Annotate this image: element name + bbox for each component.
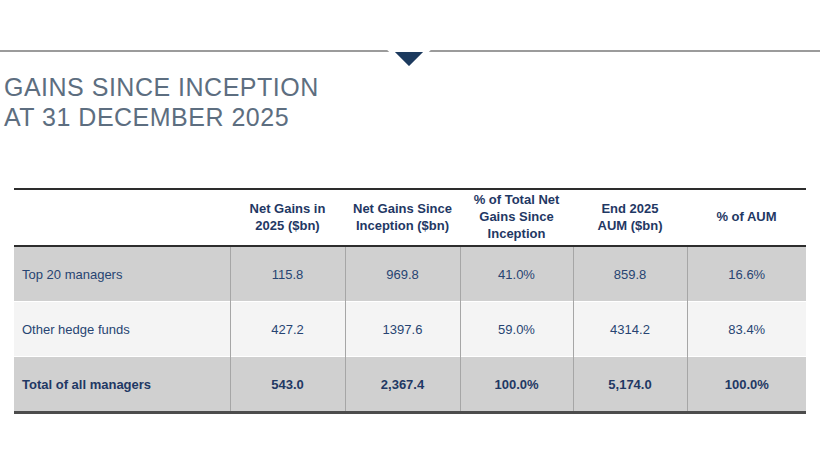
table-cell: 83.4% (687, 302, 806, 357)
table-cell: 5,174.0 (573, 357, 687, 413)
column-header-pct-total-net-gains: % of Total Net Gains Since Inception (460, 189, 573, 246)
column-header-end-2025-aum: End 2025 AUM ($bn) (573, 189, 687, 246)
table-cell: 100.0% (460, 357, 573, 413)
page-title-line-2: AT 31 DECEMBER 2025 (4, 102, 319, 132)
table-cell: 59.0% (460, 302, 573, 357)
table-cell: 41.0% (460, 246, 573, 302)
column-header-net-gains-2025: Net Gains in 2025 ($bn) (230, 189, 345, 246)
row-label: Top 20 managers (14, 246, 230, 302)
gains-table: Net Gains in 2025 ($bn) Net Gains Since … (14, 188, 806, 414)
table-cell: 16.6% (687, 246, 806, 302)
page-title-line-1: GAINS SINCE INCEPTION (4, 72, 319, 102)
column-header-net-gains-inception: Net Gains Since Inception ($bn) (345, 189, 460, 246)
table-cell: 100.0% (687, 357, 806, 413)
column-header-blank (14, 189, 230, 246)
page-title: GAINS SINCE INCEPTION AT 31 DECEMBER 202… (4, 72, 319, 132)
table-cell: 859.8 (573, 246, 687, 302)
row-label: Other hedge funds (14, 302, 230, 357)
table-row-total-all-managers: Total of all managers 543.0 2,367.4 100.… (14, 357, 806, 413)
table-cell: 4314.2 (573, 302, 687, 357)
table-cell: 543.0 (230, 357, 345, 413)
table-header: Net Gains in 2025 ($bn) Net Gains Since … (14, 189, 806, 246)
table-cell: 1397.6 (345, 302, 460, 357)
table-cell: 969.8 (345, 246, 460, 302)
table-row-other-hedge-funds: Other hedge funds 427.2 1397.6 59.0% 431… (14, 302, 806, 357)
row-label: Total of all managers (14, 357, 230, 413)
table-cell: 427.2 (230, 302, 345, 357)
header-row: Net Gains in 2025 ($bn) Net Gains Since … (14, 189, 806, 246)
table-cell: 115.8 (230, 246, 345, 302)
table-cell: 2,367.4 (345, 357, 460, 413)
slide: { "header": { "title_line1": "GAINS SINC… (0, 0, 820, 461)
column-header-pct-aum: % of AUM (687, 189, 806, 246)
table-row-top-20-managers: Top 20 managers 115.8 969.8 41.0% 859.8 … (14, 246, 806, 302)
triangle-down-icon (385, 44, 433, 72)
